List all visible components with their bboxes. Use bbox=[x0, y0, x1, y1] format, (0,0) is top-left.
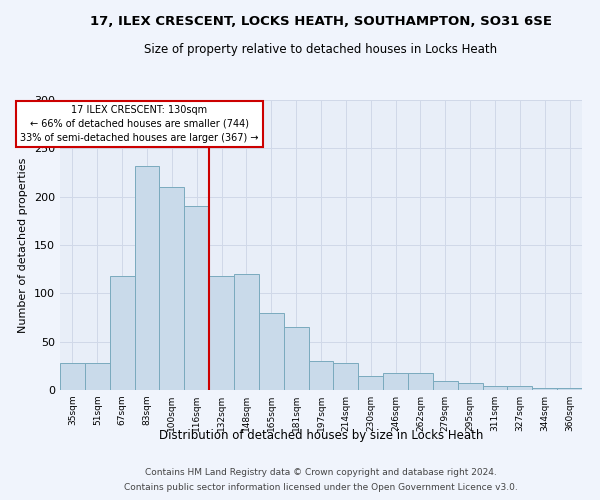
Text: Size of property relative to detached houses in Locks Heath: Size of property relative to detached ho… bbox=[145, 42, 497, 56]
Bar bbox=[458, 383, 482, 390]
Bar bbox=[110, 276, 134, 390]
Bar bbox=[160, 187, 184, 390]
Text: 17, ILEX CRESCENT, LOCKS HEATH, SOUTHAMPTON, SO31 6SE: 17, ILEX CRESCENT, LOCKS HEATH, SOUTHAMP… bbox=[90, 15, 552, 28]
Bar bbox=[334, 363, 358, 390]
Bar bbox=[234, 274, 259, 390]
Bar bbox=[358, 376, 383, 390]
Bar bbox=[383, 372, 408, 390]
Bar bbox=[308, 361, 334, 390]
Text: Contains public sector information licensed under the Open Government Licence v3: Contains public sector information licen… bbox=[124, 483, 518, 492]
Bar bbox=[408, 372, 433, 390]
Text: Distribution of detached houses by size in Locks Heath: Distribution of detached houses by size … bbox=[159, 428, 483, 442]
Bar bbox=[557, 388, 582, 390]
Bar bbox=[60, 363, 85, 390]
Bar bbox=[259, 312, 284, 390]
Bar bbox=[134, 166, 160, 390]
Text: Contains HM Land Registry data © Crown copyright and database right 2024.: Contains HM Land Registry data © Crown c… bbox=[145, 468, 497, 477]
Bar bbox=[433, 382, 458, 390]
Bar bbox=[209, 276, 234, 390]
Text: 17 ILEX CRESCENT: 130sqm
← 66% of detached houses are smaller (744)
33% of semi-: 17 ILEX CRESCENT: 130sqm ← 66% of detach… bbox=[20, 105, 259, 143]
Bar bbox=[508, 386, 532, 390]
Bar bbox=[482, 386, 508, 390]
Bar bbox=[284, 327, 308, 390]
Bar bbox=[184, 206, 209, 390]
Y-axis label: Number of detached properties: Number of detached properties bbox=[19, 158, 28, 332]
Bar bbox=[85, 363, 110, 390]
Bar bbox=[532, 388, 557, 390]
